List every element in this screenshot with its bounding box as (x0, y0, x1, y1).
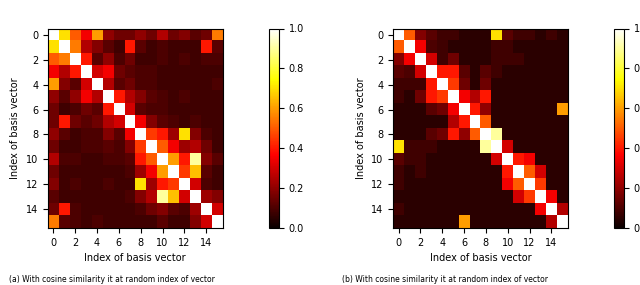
Y-axis label: Index of basis vector: Index of basis vector (10, 78, 20, 179)
X-axis label: Index of basis vector: Index of basis vector (429, 253, 531, 263)
Y-axis label: Index of basis vector: Index of basis vector (356, 78, 365, 179)
X-axis label: Index of basis vector: Index of basis vector (84, 253, 186, 263)
Text: (a) With cosine similarity it at random index of vector: (a) With cosine similarity it at random … (9, 275, 215, 284)
Text: (b) With cosine similarity it at random index of vector: (b) With cosine similarity it at random … (342, 275, 548, 284)
